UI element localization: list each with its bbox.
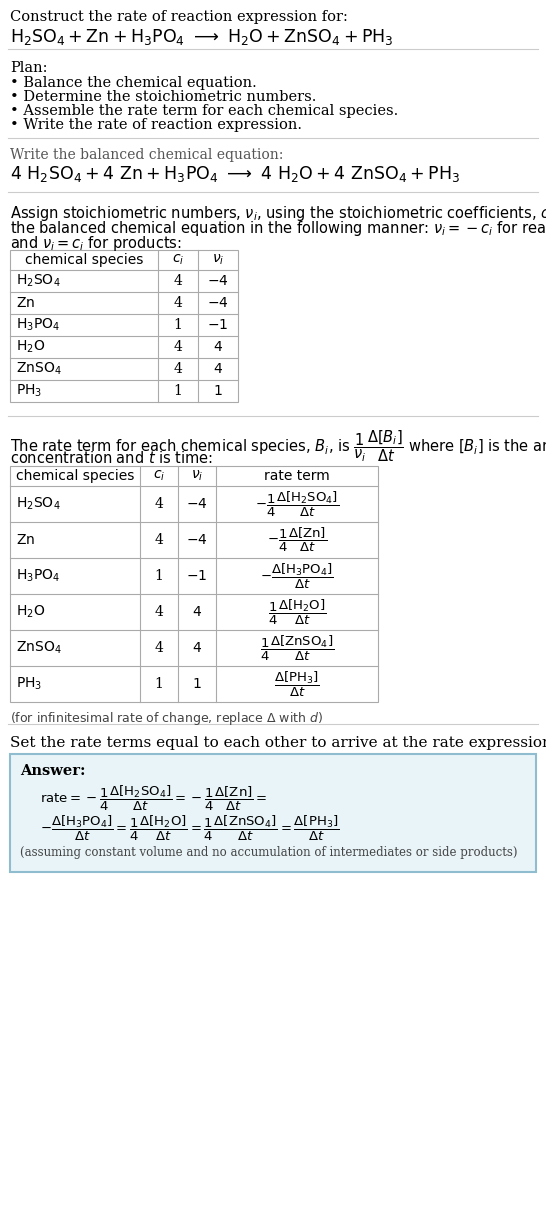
Text: $c_i$: $c_i$ bbox=[153, 469, 165, 484]
Text: $4$: $4$ bbox=[192, 605, 202, 619]
Text: $\dfrac{1}{4}\dfrac{\Delta[\mathrm{H_2O}]}{\Delta t}$: $\dfrac{1}{4}\dfrac{\Delta[\mathrm{H_2O}… bbox=[268, 597, 326, 627]
Text: 4: 4 bbox=[155, 533, 163, 548]
Text: and $\nu_i = c_i$ for products:: and $\nu_i = c_i$ for products: bbox=[10, 234, 182, 253]
Text: 1: 1 bbox=[174, 384, 182, 398]
Text: 1: 1 bbox=[155, 569, 163, 582]
Text: $\mathrm{rate} = -\dfrac{1}{4}\dfrac{\Delta[\mathrm{H_2SO_4}]}{\Delta t} = -\dfr: $\mathrm{rate} = -\dfrac{1}{4}\dfrac{\De… bbox=[40, 784, 268, 813]
Text: $\mathrm{H_2O}$: $\mathrm{H_2O}$ bbox=[16, 339, 45, 356]
Text: Answer:: Answer: bbox=[20, 763, 86, 778]
Text: • Write the rate of reaction expression.: • Write the rate of reaction expression. bbox=[10, 118, 302, 131]
Text: $\mathrm{Zn}$: $\mathrm{Zn}$ bbox=[16, 533, 35, 548]
Text: $-4$: $-4$ bbox=[186, 497, 208, 511]
Text: $\mathrm{H_3PO_4}$: $\mathrm{H_3PO_4}$ bbox=[16, 568, 60, 584]
Text: Set the rate terms equal to each other to arrive at the rate expression:: Set the rate terms equal to each other t… bbox=[10, 736, 546, 750]
Text: $1$: $1$ bbox=[213, 384, 223, 398]
Text: $-1$: $-1$ bbox=[207, 318, 229, 332]
Text: 4: 4 bbox=[174, 362, 182, 376]
Text: $-\dfrac{\Delta[\mathrm{H_3PO_4}]}{\Delta t}$: $-\dfrac{\Delta[\mathrm{H_3PO_4}]}{\Delt… bbox=[260, 561, 334, 591]
Text: • Determine the stoichiometric numbers.: • Determine the stoichiometric numbers. bbox=[10, 90, 316, 104]
Text: $1$: $1$ bbox=[192, 677, 202, 691]
Text: Write the balanced chemical equation:: Write the balanced chemical equation: bbox=[10, 148, 283, 162]
Text: (for infinitesimal rate of change, replace $\Delta$ with $d$): (for infinitesimal rate of change, repla… bbox=[10, 710, 323, 727]
Text: $\nu_i$: $\nu_i$ bbox=[212, 253, 224, 268]
Text: • Assemble the rate term for each chemical species.: • Assemble the rate term for each chemic… bbox=[10, 104, 398, 118]
Text: The rate term for each chemical species, $B_i$, is $\dfrac{1}{\nu_i}\dfrac{\Delt: The rate term for each chemical species,… bbox=[10, 428, 546, 463]
Text: 4: 4 bbox=[155, 605, 163, 619]
Text: $4$: $4$ bbox=[213, 362, 223, 376]
Text: the balanced chemical equation in the following manner: $\nu_i = -c_i$ for react: the balanced chemical equation in the fo… bbox=[10, 219, 546, 238]
Text: $\nu_i$: $\nu_i$ bbox=[191, 469, 203, 484]
Text: 4: 4 bbox=[174, 274, 182, 288]
Text: $\mathregular{4\ H_2SO_4 + 4\ Zn + H_3PO_4 \ \longrightarrow \ 4\ H_2O + 4\ ZnSO: $\mathregular{4\ H_2SO_4 + 4\ Zn + H_3PO… bbox=[10, 164, 460, 185]
Text: $-\dfrac{\Delta[\mathrm{H_3PO_4}]}{\Delta t} = \dfrac{1}{4}\dfrac{\Delta[\mathrm: $-\dfrac{\Delta[\mathrm{H_3PO_4}]}{\Delt… bbox=[40, 814, 340, 843]
Text: $\mathrm{ZnSO_4}$: $\mathrm{ZnSO_4}$ bbox=[16, 361, 62, 377]
Text: $\dfrac{\Delta[\mathrm{PH_3}]}{\Delta t}$: $\dfrac{\Delta[\mathrm{PH_3}]}{\Delta t}… bbox=[274, 669, 320, 698]
Text: $c_i$: $c_i$ bbox=[172, 253, 184, 268]
Text: • Balance the chemical equation.: • Balance the chemical equation. bbox=[10, 76, 257, 90]
Text: $-1$: $-1$ bbox=[186, 569, 207, 582]
Text: $4$: $4$ bbox=[192, 642, 202, 655]
Text: $\mathrm{ZnSO_4}$: $\mathrm{ZnSO_4}$ bbox=[16, 640, 62, 656]
Text: $\dfrac{1}{4}\dfrac{\Delta[\mathrm{ZnSO_4}]}{\Delta t}$: $\dfrac{1}{4}\dfrac{\Delta[\mathrm{ZnSO_… bbox=[260, 633, 334, 662]
Text: 4: 4 bbox=[155, 497, 163, 511]
Text: $-4$: $-4$ bbox=[207, 295, 229, 310]
Text: $\mathrm{PH_3}$: $\mathrm{PH_3}$ bbox=[16, 675, 43, 692]
Text: (assuming constant volume and no accumulation of intermediates or side products): (assuming constant volume and no accumul… bbox=[20, 845, 518, 859]
Text: $\mathrm{PH_3}$: $\mathrm{PH_3}$ bbox=[16, 382, 43, 399]
Text: Plan:: Plan: bbox=[10, 62, 48, 75]
Text: $\mathregular{H_2SO_4 + Zn + H_3PO_4}$$\mathregular{\ \longrightarrow \ H_2O + Z: $\mathregular{H_2SO_4 + Zn + H_3PO_4}$$\… bbox=[10, 27, 394, 47]
Text: chemical species: chemical species bbox=[16, 469, 134, 482]
Text: 4: 4 bbox=[174, 295, 182, 310]
Text: $\mathrm{H_2O}$: $\mathrm{H_2O}$ bbox=[16, 604, 45, 620]
Text: Construct the rate of reaction expression for:: Construct the rate of reaction expressio… bbox=[10, 10, 348, 24]
Text: $\mathrm{H_2SO_4}$: $\mathrm{H_2SO_4}$ bbox=[16, 496, 61, 513]
Text: $\mathrm{H_2SO_4}$: $\mathrm{H_2SO_4}$ bbox=[16, 273, 61, 289]
Text: $-4$: $-4$ bbox=[207, 274, 229, 288]
Text: $-\dfrac{1}{4}\dfrac{\Delta[\mathrm{Zn}]}{\Delta t}$: $-\dfrac{1}{4}\dfrac{\Delta[\mathrm{Zn}]… bbox=[267, 526, 327, 554]
Text: 4: 4 bbox=[174, 340, 182, 355]
Text: 4: 4 bbox=[155, 642, 163, 655]
Text: $-4$: $-4$ bbox=[186, 533, 208, 548]
Text: $4$: $4$ bbox=[213, 340, 223, 355]
Text: chemical species: chemical species bbox=[25, 253, 143, 267]
Text: Assign stoichiometric numbers, $\nu_i$, using the stoichiometric coefficients, $: Assign stoichiometric numbers, $\nu_i$, … bbox=[10, 204, 546, 223]
Text: 1: 1 bbox=[174, 318, 182, 332]
Text: rate term: rate term bbox=[264, 469, 330, 482]
Text: concentration and $t$ is time:: concentration and $t$ is time: bbox=[10, 450, 213, 466]
Text: $-\dfrac{1}{4}\dfrac{\Delta[\mathrm{H_2SO_4}]}{\Delta t}$: $-\dfrac{1}{4}\dfrac{\Delta[\mathrm{H_2S… bbox=[255, 490, 339, 519]
Text: $\mathrm{H_3PO_4}$: $\mathrm{H_3PO_4}$ bbox=[16, 317, 60, 333]
Text: $\mathrm{Zn}$: $\mathrm{Zn}$ bbox=[16, 295, 35, 310]
Text: 1: 1 bbox=[155, 677, 163, 691]
